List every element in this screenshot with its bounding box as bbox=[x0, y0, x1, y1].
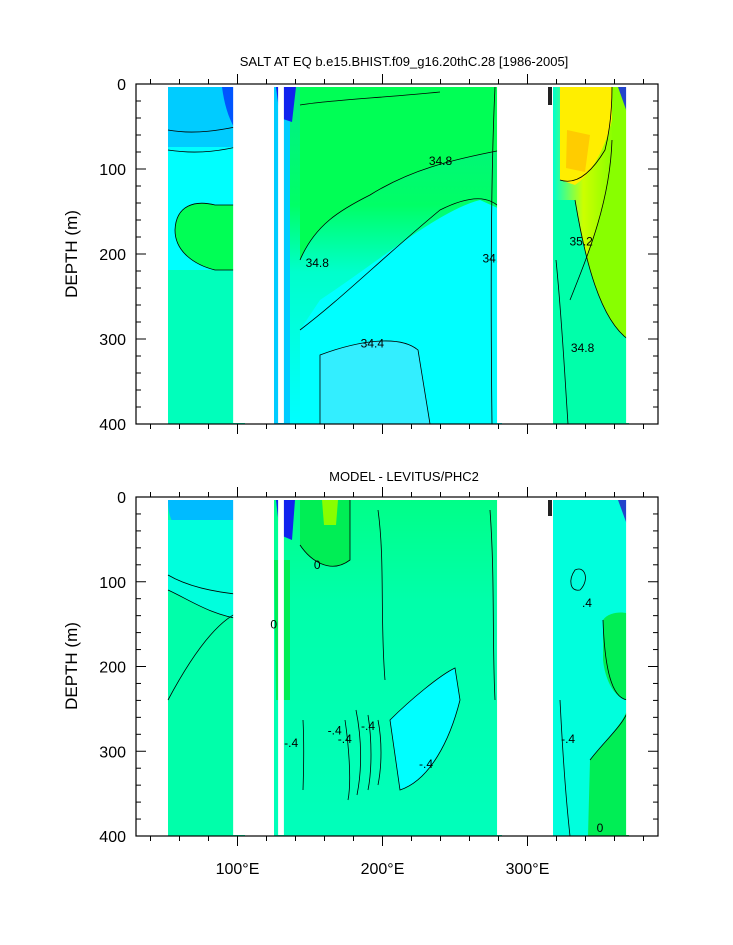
bottom-contour-line bbox=[489, 509, 496, 701]
top-plot-fill bbox=[168, 87, 629, 424]
top-y-tick-label: 300 bbox=[99, 332, 126, 349]
top-y-tick-label: 100 bbox=[99, 162, 126, 179]
x-tick-labels: 100°E 200°E 300°E bbox=[216, 861, 550, 878]
bottom-contour-label: -.4 bbox=[338, 732, 352, 746]
top-contour-line bbox=[555, 259, 569, 425]
x-tick-label: 300°E bbox=[506, 861, 550, 878]
bottom-data-gap bbox=[497, 498, 547, 835]
top-atlantic-deep bbox=[553, 200, 629, 424]
bottom-pacific-green bbox=[300, 500, 350, 567]
top-atlantic-west-dark bbox=[548, 87, 552, 105]
top-data-gap bbox=[278, 85, 284, 423]
bottom-contour-line bbox=[344, 719, 351, 801]
top-x-axis bbox=[150, 74, 644, 434]
bottom-contour-line bbox=[377, 719, 382, 786]
top-chart-title: SALT AT EQ b.e15.BHIST.f09_g16.20thC.28 … bbox=[240, 54, 569, 69]
bottom-atlantic-west-dark bbox=[548, 500, 552, 516]
bottom-contour-label: 0 bbox=[270, 617, 277, 631]
bottom-contour-line bbox=[559, 699, 571, 837]
bottom-contour-label: 0 bbox=[597, 821, 604, 835]
bottom-pacific-lime bbox=[322, 500, 338, 525]
top-contour-line bbox=[319, 340, 431, 425]
bottom-y-axis: 0 100 200 300 400 bbox=[99, 490, 658, 846]
bottom-contour-lines bbox=[167, 500, 630, 837]
top-atlantic-orange bbox=[566, 130, 590, 172]
bottom-pacific-cyan-patch bbox=[390, 668, 460, 790]
top-contour-line bbox=[299, 149, 503, 261]
bottom-contour-line bbox=[355, 709, 362, 796]
bottom-contour-label: -.4 bbox=[328, 723, 342, 737]
top-data-gap bbox=[233, 85, 264, 423]
bottom-contour-line bbox=[570, 568, 586, 591]
top-contour-line bbox=[559, 86, 613, 182]
top-y-tick-label: 0 bbox=[117, 77, 126, 94]
bottom-atlantic-green-deep bbox=[588, 700, 629, 836]
bottom-y-tick-label: 100 bbox=[99, 575, 126, 592]
bottom-atlantic-green bbox=[603, 612, 629, 700]
top-contour-label: 35.2 bbox=[569, 235, 593, 249]
bottom-plot-fill bbox=[168, 500, 629, 836]
top-contour-line bbox=[569, 139, 613, 301]
bottom-contour-label: -.4 bbox=[361, 719, 375, 733]
top-pacific-bottom bbox=[320, 340, 430, 424]
top-y-axis-title: DEPTH (m) bbox=[62, 210, 81, 298]
bottom-contour-line bbox=[389, 667, 461, 791]
bottom-contour-line bbox=[377, 509, 386, 681]
top-data-gap bbox=[497, 85, 547, 423]
bottom-data-gap bbox=[233, 498, 264, 835]
bottom-contour-label: -.4 bbox=[419, 757, 433, 771]
top-panel: SALT AT EQ b.e15.BHIST.f09_g16.20thC.28 … bbox=[62, 54, 659, 434]
bottom-chart-title: MODEL - LEVITUS/PHC2 bbox=[329, 469, 479, 484]
bottom-contour-label: -.4 bbox=[284, 736, 298, 750]
top-contour-line bbox=[574, 199, 630, 341]
x-tick-label: 100°E bbox=[216, 861, 260, 878]
bottom-contour-label: 0 bbox=[314, 558, 321, 572]
top-contour-label: 34.8 bbox=[429, 154, 453, 168]
bottom-y-tick-label: 0 bbox=[117, 490, 126, 507]
top-y-tick-label: 400 bbox=[99, 417, 126, 434]
top-contour-line bbox=[174, 202, 245, 231]
bottom-contour-line bbox=[602, 619, 630, 701]
bottom-y-tick-label: 400 bbox=[99, 829, 126, 846]
top-indian-green-lens bbox=[175, 203, 245, 270]
top-indian-lower bbox=[168, 270, 245, 424]
bottom-y-tick-label: 300 bbox=[99, 744, 126, 761]
top-contour-label: 34.8 bbox=[571, 341, 595, 355]
bottom-contour-label: .4 bbox=[582, 596, 592, 610]
bottom-y-axis-title: DEPTH (m) bbox=[62, 622, 81, 710]
bottom-panel: MODEL - LEVITUS/PHC2 bbox=[62, 469, 659, 878]
top-contour-line bbox=[490, 86, 496, 425]
top-contour-label: 34.8 bbox=[306, 256, 330, 270]
top-y-axis: 0 100 200 300 400 bbox=[99, 77, 658, 434]
bottom-contour-line bbox=[299, 500, 351, 567]
top-pacific-green bbox=[300, 87, 502, 260]
top-contour-label: 34.4 bbox=[361, 337, 385, 351]
top-contour-line bbox=[299, 91, 441, 106]
bottom-contour-labels: 00-.4 -.4-.4 -.4-.4-.4.40 bbox=[270, 558, 603, 835]
bottom-contour-line bbox=[367, 714, 372, 791]
bottom-data-gap bbox=[278, 498, 284, 835]
bottom-contour-label: -.4 bbox=[561, 732, 575, 746]
bottom-x-axis bbox=[150, 487, 644, 846]
bottom-indian-cyan bbox=[168, 520, 245, 620]
x-tick-label: 200°E bbox=[361, 861, 405, 878]
bottom-contour-line bbox=[302, 719, 305, 791]
top-contour-lines bbox=[167, 86, 630, 425]
top-contour-line bbox=[299, 198, 503, 331]
bottom-y-tick-label: 200 bbox=[99, 660, 126, 677]
top-contour-line bbox=[174, 229, 245, 271]
top-y-tick-label: 200 bbox=[99, 247, 126, 264]
